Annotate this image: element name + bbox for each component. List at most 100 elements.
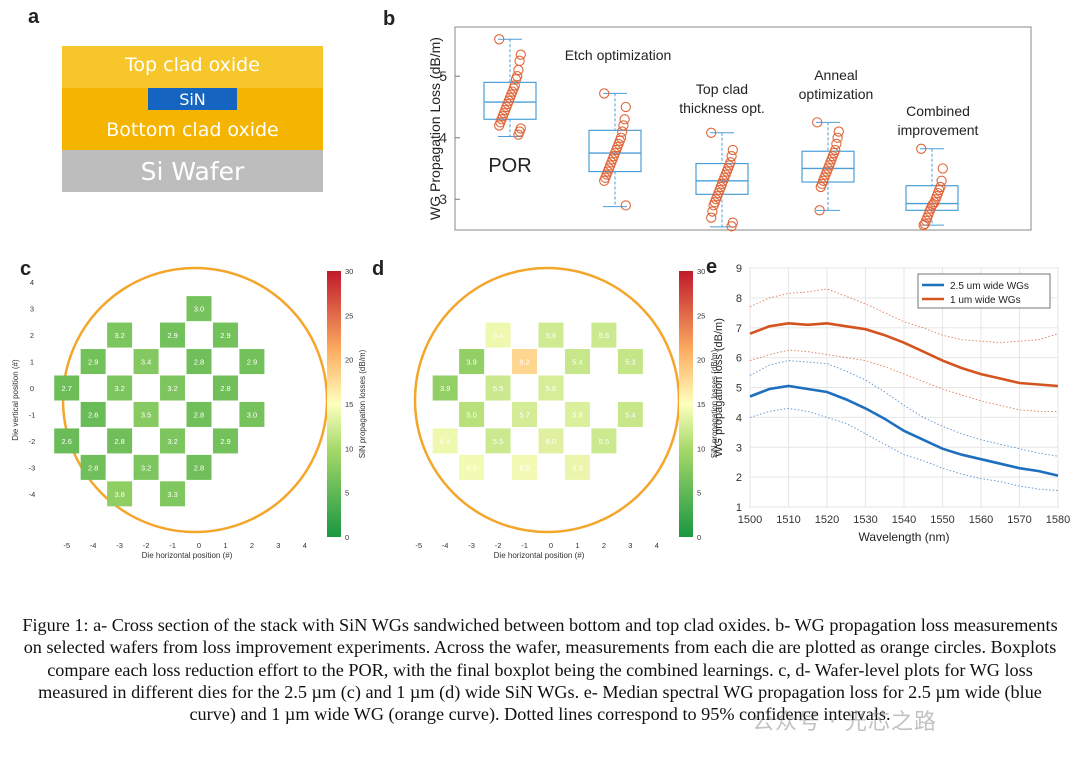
data-point xyxy=(918,219,929,231)
colorbar-tick-label: 30 xyxy=(345,267,353,276)
die-cell xyxy=(485,428,511,454)
die-value: 3.2 xyxy=(167,384,177,393)
die-cell xyxy=(107,322,133,348)
die-value: 5.5 xyxy=(493,384,503,393)
die-value: 2.9 xyxy=(167,331,177,340)
die-value: 3.3 xyxy=(167,490,177,499)
watermark: 公众号 · 光芯之路 xyxy=(752,710,937,735)
die-value: 3.0 xyxy=(247,410,257,419)
die-cell xyxy=(591,428,617,454)
die-cell xyxy=(80,401,106,427)
ci-upper-line xyxy=(749,360,1059,457)
top-clad-oxide-layer: Top clad oxide xyxy=(62,46,323,88)
colorbar-tick-label: 15 xyxy=(345,400,353,409)
x-tick-label: -5 xyxy=(415,541,422,550)
die-value: 5.7 xyxy=(519,410,529,419)
x-tick-label: 1 xyxy=(575,541,579,550)
data-point xyxy=(706,127,717,138)
die-cell xyxy=(617,349,643,375)
die-cell xyxy=(538,428,564,454)
x-tick-label: 0 xyxy=(197,541,201,550)
die-value: 3.2 xyxy=(114,331,124,340)
die-value: 6.3 xyxy=(572,463,582,472)
die-value: 5.4 xyxy=(572,358,582,367)
colorbar xyxy=(327,271,341,537)
die-value: 2.9 xyxy=(88,358,98,367)
y-tick-label: -4 xyxy=(29,490,36,499)
y-axis-label: WG Propagation Loss (dB/m) xyxy=(427,37,443,220)
panel-b-boxplot: 3 4 5WG Propagation Loss (dB/m) POR Etch opt… xyxy=(427,26,1032,232)
data-point xyxy=(513,129,524,140)
die-cell xyxy=(186,296,212,322)
y-tick-label: 9 xyxy=(736,263,742,275)
y-tick-label: 0 xyxy=(30,384,34,393)
x-tick-label: -3 xyxy=(468,541,475,550)
die-cell xyxy=(485,375,511,401)
die-value: 2.9 xyxy=(247,358,257,367)
sin-waveguide: SiN xyxy=(148,88,237,110)
die-cell xyxy=(538,375,564,401)
die-cell xyxy=(239,349,265,375)
data-point xyxy=(929,197,940,208)
x-tick-label: 0 xyxy=(549,541,553,550)
colorbar-tick-label: 25 xyxy=(345,311,353,320)
die-cell xyxy=(160,375,186,401)
y-tick-label: 2 xyxy=(30,331,34,340)
y-tick-label: 3 xyxy=(439,191,447,207)
die-cell xyxy=(432,375,458,401)
die-value: 2.8 xyxy=(194,358,204,367)
die-cell xyxy=(212,375,238,401)
y-tick-label: 4 xyxy=(439,130,447,146)
category-annotation: improvement xyxy=(898,122,979,138)
panel-e-line-chart: 1 2 3 4 5 6 7 8 9 1500 1510 1520 1530 1540 1550 1560 157… xyxy=(713,263,1070,544)
die-value: 5.9 xyxy=(572,410,582,419)
die-cell xyxy=(432,428,458,454)
x-tick-label: -4 xyxy=(90,541,97,550)
data-point xyxy=(599,175,610,186)
die-cell xyxy=(591,322,617,348)
die-value: 5.3 xyxy=(625,358,635,367)
panel-c-label: c xyxy=(20,258,32,280)
colorbar-label: SiN propagation losses (dB/m) xyxy=(710,349,719,458)
die-value: 6.5 xyxy=(466,463,476,472)
box xyxy=(588,129,642,173)
si-wafer-layer: Si Wafer xyxy=(62,150,323,192)
die-cell xyxy=(160,322,186,348)
plot-frame xyxy=(454,26,1032,231)
colorbar-tick-label: 0 xyxy=(697,533,701,542)
colorbar-tick-label: 5 xyxy=(697,489,701,498)
die-cell xyxy=(239,401,265,427)
die-value: 5.0 xyxy=(466,410,476,419)
box xyxy=(483,81,537,120)
y-tick-label: 4 xyxy=(736,412,742,424)
category-annotation: thickness opt. xyxy=(679,100,765,116)
die-cell xyxy=(512,401,538,427)
x-tick-label: -5 xyxy=(63,541,70,550)
die-cell xyxy=(212,428,238,454)
data-point xyxy=(510,74,522,85)
die-cell xyxy=(80,349,106,375)
die-cell xyxy=(133,454,159,480)
panel-a-label: a xyxy=(28,6,40,28)
die-cell xyxy=(538,322,564,348)
category-annotation: optimization xyxy=(799,86,874,102)
data-point xyxy=(726,221,737,232)
colorbar-tick-label: 10 xyxy=(345,444,353,453)
y-tick-label: 5 xyxy=(736,383,742,395)
y-tick-label: 4 xyxy=(30,278,34,287)
data-point xyxy=(494,120,505,131)
die-cell xyxy=(107,375,133,401)
data-point xyxy=(707,206,718,217)
colorbar xyxy=(679,271,693,537)
si-wafer-label: Si Wafer xyxy=(140,156,245,186)
y-tick-label: -3 xyxy=(29,463,36,472)
data-point xyxy=(617,126,628,137)
die-value: 3.9 xyxy=(466,358,476,367)
x-axis-label: Die horizontal position (#) xyxy=(142,551,233,560)
category-annotation: Combined xyxy=(906,103,970,119)
colorbar-tick-label: 15 xyxy=(697,400,705,409)
y-tick-label: 1 xyxy=(736,502,742,514)
die-cell xyxy=(459,454,485,480)
die-value: 2.8 xyxy=(114,437,124,446)
